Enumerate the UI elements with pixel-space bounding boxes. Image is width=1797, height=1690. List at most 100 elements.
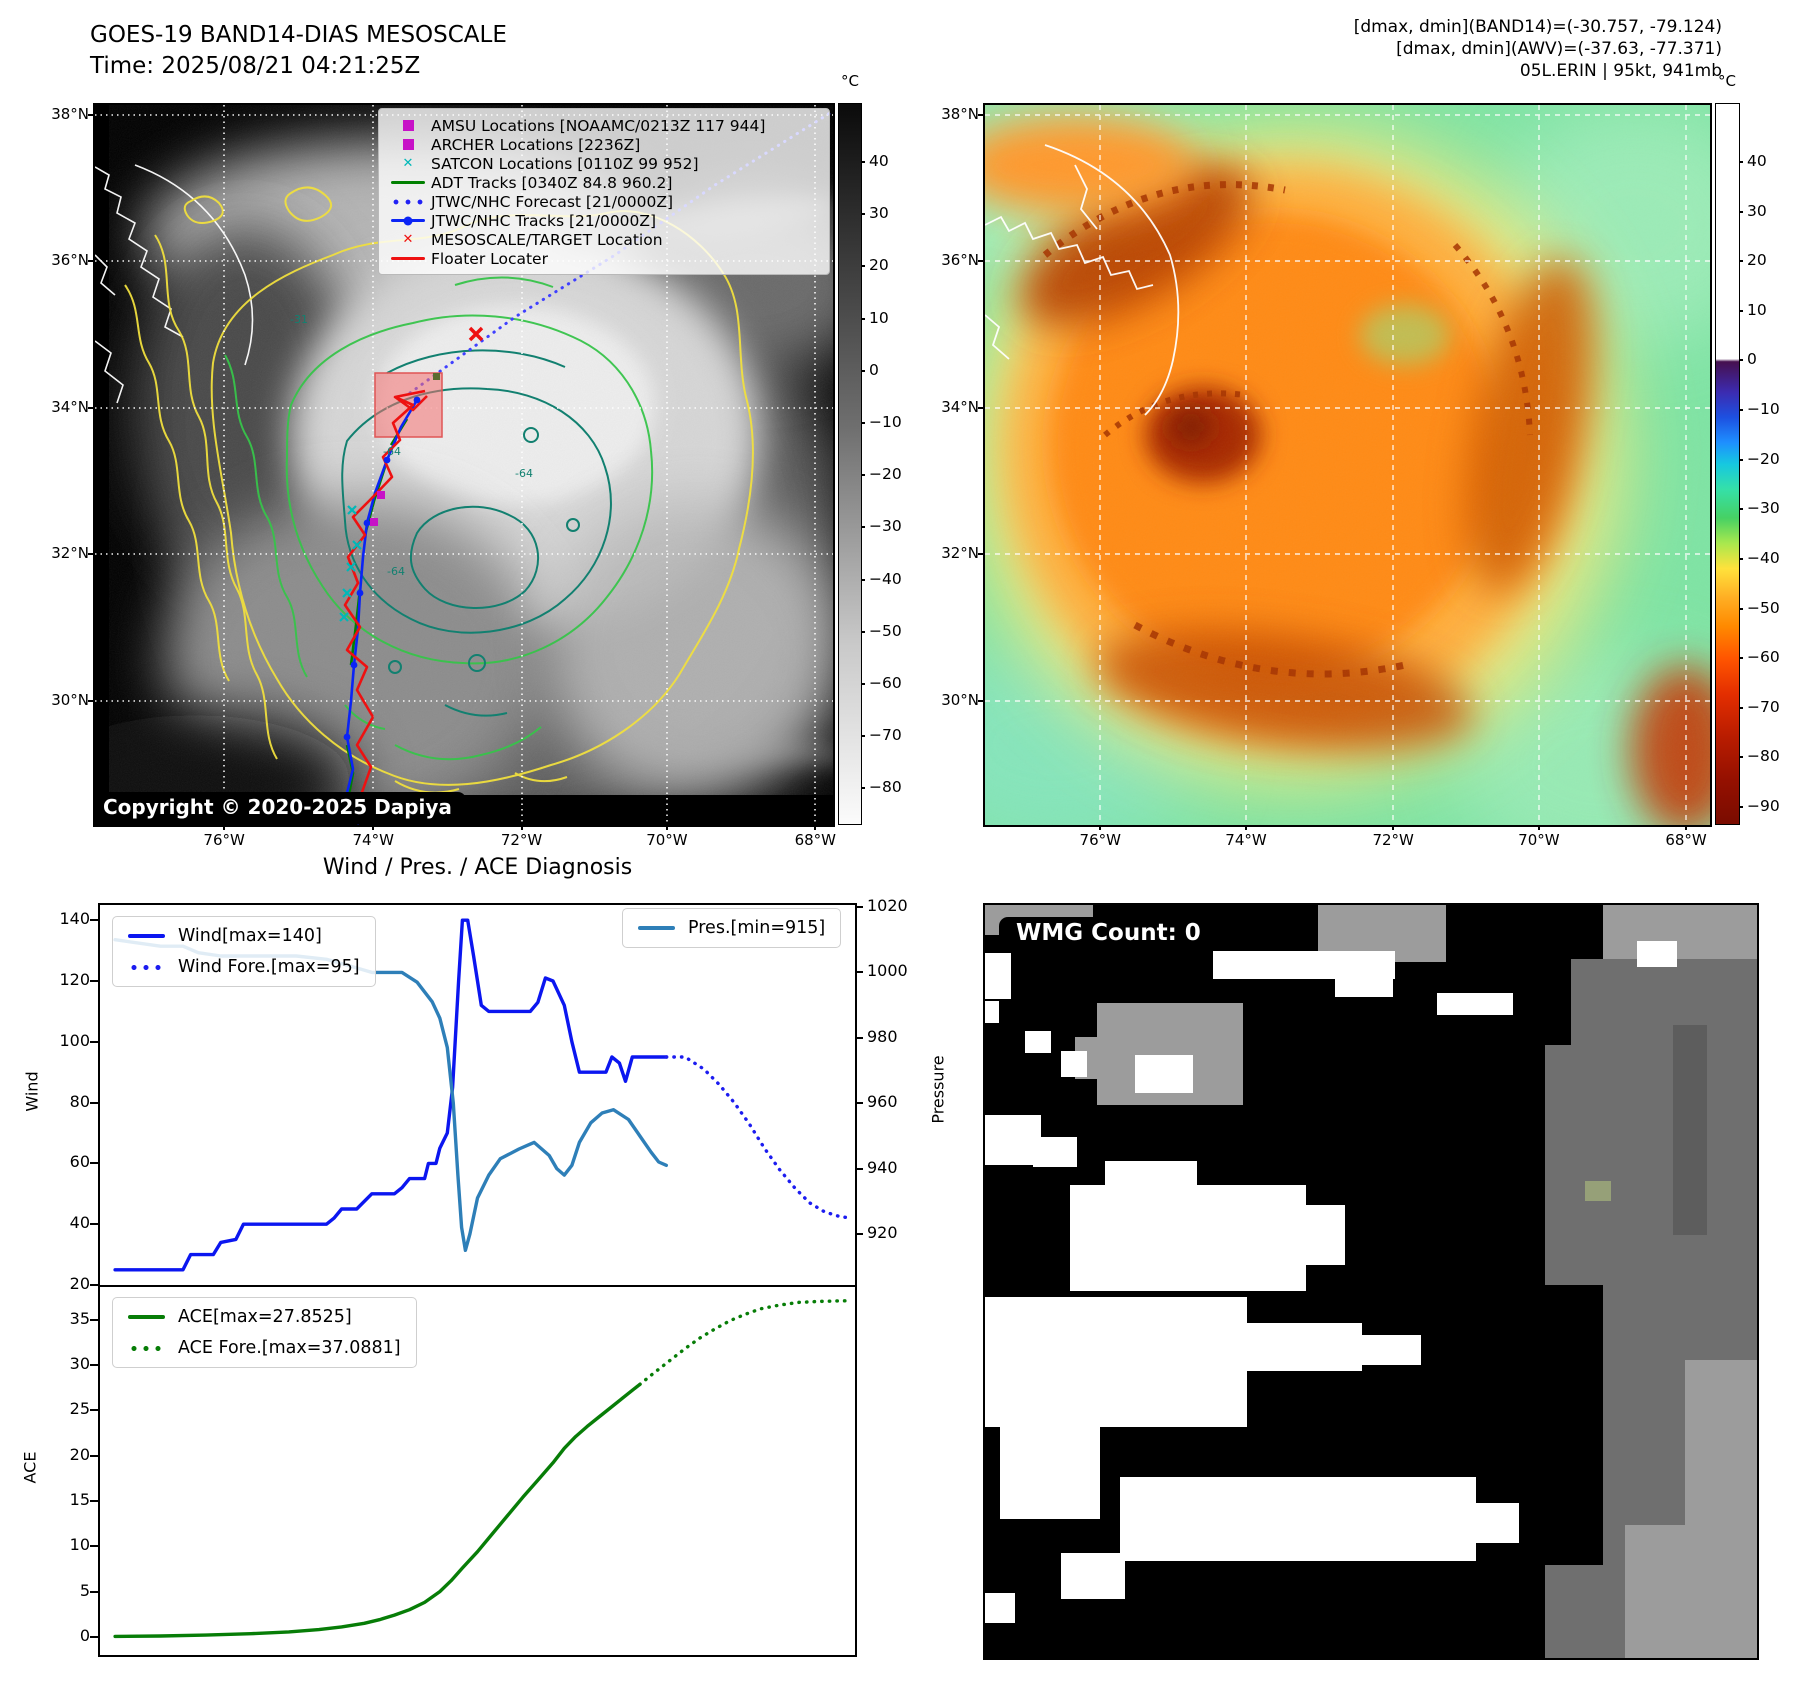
colorbar-tick-mark [861,161,865,164]
y-tick-mark-right [855,1232,863,1235]
colorbar-tick-label: −80 [1747,747,1780,766]
mid-contours [224,276,654,761]
colorbar-tick-mark [861,474,865,477]
ir-satellite-image [985,105,1710,825]
y-tick-mark [90,1590,98,1593]
lat-tick-label: 38°N [941,105,979,124]
ir-colorbar: 40 30 20 10 0 −10 −20 −30 −40 −50 −60 −70 −80 −90 [1715,103,1780,825]
square-marker-swatch [402,120,414,131]
y-tick-label: 0 [79,1625,90,1645]
satcon-markers [339,505,362,622]
lat-tick-label: 36°N [51,251,89,270]
colorbar-tick-label: −80 [869,778,902,797]
dotted-icon [385,194,431,210]
lon-tick-mark [520,825,523,830]
legend-item: Wind[max=140] [128,926,360,946]
pressure-axis-label: Pressure [928,1055,948,1124]
satellite-title: GOES-19 BAND14-DIAS MESOSCALE [90,22,507,48]
coastline [985,144,1180,416]
line-dot-icon [385,213,431,229]
y-tick-label: 25 [69,1399,90,1419]
colorbar-tick-label: −10 [869,413,902,432]
colorbar-tick-label: −20 [869,465,902,484]
color-enhanced-ir-map: 76°W 74°W 72°W 70°W 68°W 38°N 36°N 34°N 32°N 30°N [941,103,1712,849]
x-marker-swatch: ✕ [402,232,414,247]
legend-item-label: AMSU Locations [NOAAMC/0213Z 117 944] [431,116,766,135]
timestamp: Time: 2025/08/21 04:21:25Z [90,53,421,79]
contour-label: -64 [515,467,533,480]
colorbar-tick-label: 30 [1747,201,1767,220]
legend-item-label: SATCON Locations [0110Z 99 952] [431,154,699,173]
coastline [95,164,254,404]
lat-tick-label: 38°N [51,105,89,124]
lat-tick-mark [978,407,983,410]
series-line [113,1382,642,1639]
y-tick-mark-right [855,905,863,908]
lat-tick-label: 30°N [941,691,979,710]
legend-item-label: Wind Fore.[max=95] [178,957,360,977]
colorbar-tick-label: −40 [1747,548,1780,567]
colorbar-unit-label: °C [1718,72,1736,90]
legend-item-label: Pres.[min=915] [688,918,826,938]
y-tick-label: 35 [69,1308,90,1328]
x-icon: ✕ [385,156,431,172]
lat-tick-label: 34°N [941,398,979,417]
wmg-cloud-mask-panel: WMG Count: 0 [983,903,1759,1660]
y-tick-mark [90,919,98,922]
lat-tick-mark [978,700,983,703]
y-tick-mark-right [855,1036,863,1039]
y-tick-label: 140 [59,909,90,929]
colorbar-tick-mark [1739,657,1743,660]
y-tick-mark [90,1545,98,1548]
lon-tick-label: 68°W [794,831,836,849]
lat-tick-mark [88,407,93,410]
band14-colorbar: 40 30 20 10 0 −10 −20 −30 −40 −50 −60 −70 −80 [838,103,902,825]
mesoscale-target-box [374,372,443,438]
legend-item-label: ACE[max=27.8525] [178,1307,352,1327]
colorbar-tick-mark [861,422,865,425]
lon-tick-label: 72°W [500,831,543,849]
wmg-count-badge: WMG Count: 0 [999,917,1218,952]
lon-tick-mark [1245,825,1247,830]
colorbar-tick-mark [861,317,865,320]
target-x-marker [468,326,484,342]
colorbar-tick-mark [1739,557,1743,560]
colorbar-tick-label: 20 [1747,251,1767,270]
ace-line-swatch [128,1314,165,1320]
colorbar-tick-label: −10 [1747,400,1780,419]
wind-axis-label: Wind [22,1071,42,1112]
y-tick-mark-right [855,1167,863,1170]
colorbar-tick-mark [1739,458,1743,461]
colorbar-tick-label: 40 [869,152,889,171]
colorbar-tick-mark [1739,409,1743,412]
y-tick-mark [90,1040,98,1043]
colorbar-tick-label: −40 [869,569,902,588]
right-panel-title: [dmax, dmin](BAND14)=(-30.757, -79.124) … [1354,16,1722,82]
square-icon [385,137,431,153]
line-swatch [391,180,425,185]
lat-tick-mark [88,260,93,263]
legend-item-label: JTWC/NHC Forecast [21/0000Z] [431,192,674,211]
legend-item: ARCHER Locations [2236Z] [385,135,821,154]
colorbar-tick-label: −60 [869,674,902,693]
adt-marker [433,373,440,380]
archer-marker [370,518,378,526]
line-icon [385,175,431,191]
lon-tick-mark [1392,825,1395,830]
graticule [985,105,1710,825]
lon-tick-mark [372,825,375,830]
legend-item-label: MESOSCALE/TARGET Location [431,230,663,249]
cold-contours [341,349,612,717]
colorbar-tick-mark [1739,161,1743,164]
line-icon [385,251,431,267]
y-tick-mark [90,980,98,982]
y-tick-label: 20 [69,1444,90,1464]
legend-item: ADT Tracks [0340Z 84.8 960.2] [385,173,821,192]
y-tick-mark [90,1223,98,1226]
ace-legend: ACE[max=27.8525] ACE Fore.[max=37.0881] [112,1297,417,1368]
colorbar-tick-mark [1739,359,1743,362]
colorbar-tick-mark [1739,210,1743,213]
legend-item: AMSU Locations [NOAAMC/0213Z 117 944] [385,116,821,135]
contour-label: -64 [387,565,405,578]
y-tick-mark [90,1409,98,1412]
